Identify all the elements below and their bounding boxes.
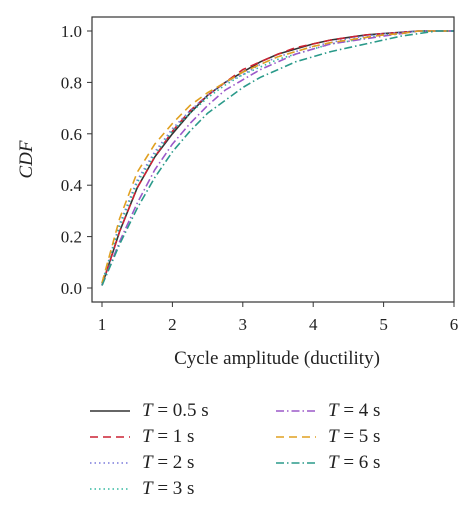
x-axis-title: Cycle amplitude (ductility) xyxy=(174,348,380,369)
legend-item: T = 3 s xyxy=(88,476,194,502)
x-tick-label: 5 xyxy=(379,315,388,334)
series-line-1 xyxy=(101,30,454,286)
series-line-5 xyxy=(101,30,454,284)
legend-swatch xyxy=(276,462,316,464)
y-tick-label: 0.0 xyxy=(61,279,82,298)
x-tick-label: 6 xyxy=(450,315,459,334)
series-line-3 xyxy=(101,30,454,284)
legend-label: T = 5 s xyxy=(328,426,381,447)
legend-label: T = 3 s xyxy=(142,478,195,499)
plot-frame xyxy=(91,16,455,303)
legend-swatch xyxy=(276,410,316,412)
x-tick-label: 2 xyxy=(168,315,177,334)
legend-item: T = 0.5 s xyxy=(88,398,209,424)
x-tick-label: 3 xyxy=(239,315,248,334)
legend-item: T = 6 s xyxy=(274,450,380,476)
series-line-6 xyxy=(101,30,454,286)
legend-swatch xyxy=(90,462,130,464)
legend-item: T = 1 s xyxy=(88,424,194,450)
legend-label: T = 0.5 s xyxy=(142,400,209,421)
legend-item: T = 5 s xyxy=(274,424,380,450)
legend-item: T = 2 s xyxy=(88,450,194,476)
legend-swatch xyxy=(90,436,130,438)
y-axis-title: CDF xyxy=(16,140,37,178)
legend-label: T = 2 s xyxy=(142,452,195,473)
y-tick-label: 0.6 xyxy=(61,125,82,144)
y-tick-label: 0.4 xyxy=(61,176,83,195)
y-tick-label: 1.0 xyxy=(61,22,82,41)
y-tick-label: 0.8 xyxy=(61,73,82,92)
y-tick-label: 0.2 xyxy=(61,228,82,247)
legend-label: T = 4 s xyxy=(328,400,381,421)
legend-label: T = 6 s xyxy=(328,452,381,473)
legend-swatch xyxy=(276,436,316,438)
legend-swatch xyxy=(90,488,130,490)
legend-swatch xyxy=(90,410,130,412)
cdf-chart: 1 2 3 4 5 6 0.0 0.2 0.4 0.6 0.8 1.0 CDF Cycle ampli… xyxy=(16,16,459,369)
legend-label: T = 1 s xyxy=(142,426,195,447)
axes: 1 2 3 4 5 6 0.0 0.2 0.4 0.6 0.8 1.0 xyxy=(61,22,459,334)
x-tick-label: 1 xyxy=(98,315,107,334)
x-tick-label: 4 xyxy=(309,315,318,334)
plot-lines xyxy=(101,30,454,286)
legend-item: T = 4 s xyxy=(274,398,380,424)
